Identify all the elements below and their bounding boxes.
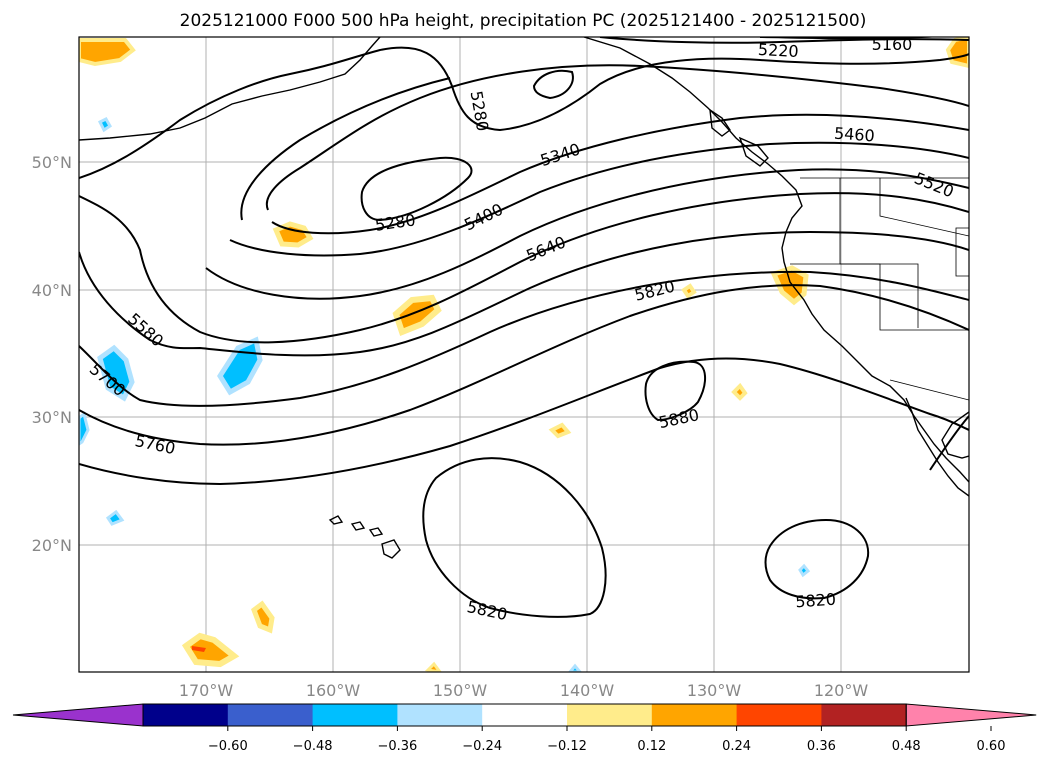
- lon-label: 160°W: [306, 681, 361, 700]
- precip-patch: [392, 294, 442, 336]
- colorbar-tick-label: −0.24: [462, 739, 502, 754]
- precip-patch: [798, 563, 811, 578]
- precip-patch: [731, 382, 748, 401]
- precip-patch: [97, 117, 112, 133]
- height-contours: [79, 37, 969, 618]
- lon-label: 130°W: [687, 681, 742, 700]
- contour-5700: [79, 270, 969, 407]
- colorbar-tick-label: 0.24: [722, 739, 751, 754]
- colorbar-segment: [651, 704, 738, 726]
- map-title: 2025121000 F000 500 hPa height, precipit…: [180, 11, 867, 31]
- precip-patch: [181, 632, 240, 668]
- contour-label: 5820: [795, 590, 837, 612]
- colorbar-segment: [821, 704, 907, 726]
- contour-5220: [599, 37, 969, 44]
- colorbar-tick-label: 0.12: [637, 739, 666, 754]
- contour-5460: [229, 141, 969, 257]
- lon-label: 140°W: [560, 681, 615, 700]
- contour-5340: [265, 64, 969, 211]
- colorbar-segment: [227, 704, 314, 726]
- colorbar-tick-label: 0.48: [892, 739, 921, 754]
- hawaii-island: [368, 527, 384, 537]
- colorbar-segment: [312, 704, 398, 726]
- coastlines: [79, 37, 969, 559]
- contour-5880: [644, 360, 706, 422]
- borders: [790, 177, 969, 401]
- colorbar-tick-label: −0.48: [293, 739, 333, 754]
- colorbar: −0.60 −0.48 −0.36 −0.24 −0.12 0.12 0.24 0.36 0.4…: [12, 703, 1037, 754]
- colorbar-tick-label: −0.36: [377, 739, 417, 754]
- lat-label: 20°N: [32, 536, 72, 555]
- state-border: [879, 178, 969, 237]
- precip-patch: [79, 411, 90, 446]
- contour-5280-closed: [360, 156, 473, 222]
- colorbar-extend-low: [12, 703, 144, 727]
- map-frame: [78, 36, 970, 673]
- precip-patch: [272, 221, 314, 248]
- contour-5820-closed-a: [422, 457, 607, 618]
- colorbar-segment: [736, 704, 822, 726]
- contour-5280-west: [240, 77, 451, 221]
- contour-label: 5460: [833, 124, 875, 146]
- lat-label: 40°N: [32, 281, 72, 300]
- us-mexico-border: [889, 379, 969, 401]
- lat-label: 50°N: [32, 153, 72, 172]
- lon-label: 170°W: [179, 681, 234, 700]
- hawaii-island: [350, 521, 366, 531]
- precip-patch: [79, 38, 136, 67]
- contour-5520: [205, 168, 969, 300]
- colorbar-tick-label: −0.60: [208, 739, 248, 754]
- contour-5820-closed-b: [764, 518, 870, 600]
- colorbar-frame: [142, 703, 907, 727]
- colorbar-tick-label: −0.12: [547, 739, 587, 754]
- contour-5820-main: [79, 357, 969, 486]
- colorbar-tick-label: 0.36: [807, 739, 836, 754]
- contour-east-edge: [929, 415, 969, 471]
- colorbar-segment: [567, 704, 653, 726]
- contour-5280-north: [79, 46, 969, 179]
- colorbar-extend-high: [905, 703, 1037, 727]
- precip-patch: [548, 422, 572, 439]
- alaska-coast: [79, 37, 381, 141]
- contour-label: 5220: [757, 40, 799, 61]
- contour-5640: [79, 230, 969, 357]
- state-border: [955, 227, 969, 277]
- contour-label: 5160: [872, 35, 913, 54]
- colorbar-segment: [143, 704, 229, 726]
- precip-patch: [424, 661, 442, 672]
- colorbar-tick-label: 0.60: [977, 739, 1006, 754]
- state-border: [790, 263, 919, 328]
- contour-5400: [271, 113, 969, 235]
- hawaii-island: [381, 539, 401, 559]
- contour-closed-small: [532, 69, 574, 100]
- lon-labels: 170°W 160°W 150°W 140°W 130°W 120°W: [179, 681, 869, 700]
- lat-labels: 50°N 40°N 30°N 20°N: [32, 153, 72, 555]
- precip-patch: [192, 646, 206, 652]
- contour-5580: [79, 192, 969, 344]
- precip-patch: [251, 600, 275, 634]
- colorbar-segment: [482, 704, 568, 726]
- map-area: 5220 5160 5280 5460 5340 5520 5280 5400 …: [78, 35, 970, 673]
- precip-shading: [79, 37, 969, 672]
- hawaii-island: [328, 515, 344, 525]
- lon-label: 150°W: [433, 681, 488, 700]
- baja-coast: [905, 397, 969, 497]
- colorbar-segment: [397, 704, 483, 726]
- contour-5760: [79, 284, 969, 446]
- precip-patch: [681, 283, 697, 299]
- lon-label: 120°W: [814, 681, 869, 700]
- lat-label: 30°N: [32, 408, 72, 427]
- precip-patch: [568, 663, 582, 672]
- precip-patch: [97, 344, 135, 402]
- island-outline: [709, 108, 731, 137]
- precip-patch: [105, 509, 125, 526]
